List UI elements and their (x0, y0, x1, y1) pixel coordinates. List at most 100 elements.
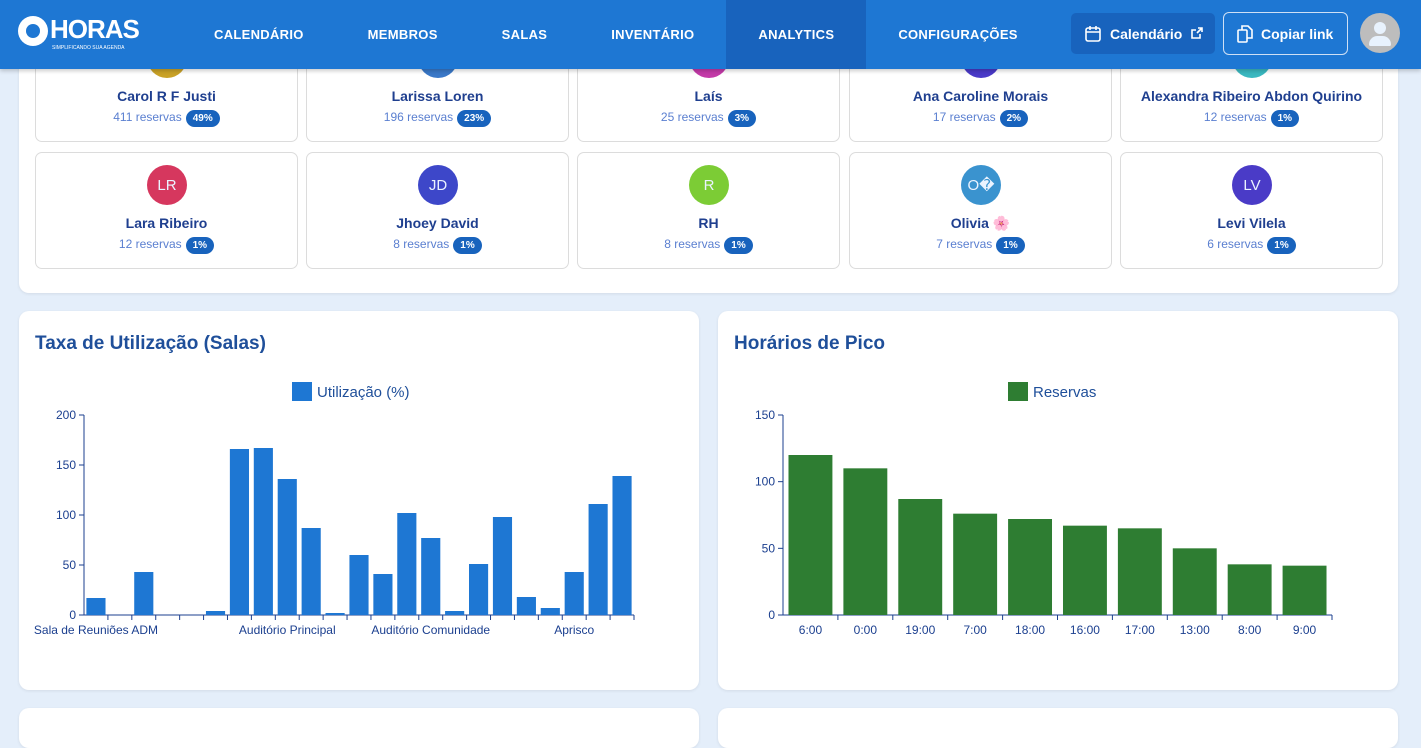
clock-icon (18, 16, 48, 46)
chart-title: Taxa de Utilização (Salas) (35, 333, 266, 354)
calendar-icon (1085, 25, 1101, 42)
bar (1282, 565, 1327, 615)
nav-calendário[interactable]: CALENDÁRIO (214, 27, 304, 42)
bar (1172, 548, 1217, 615)
member-reservations: 25 reservas 3% (578, 110, 839, 127)
percent-badge: 1% (1270, 110, 1300, 127)
room-utilization-chart: Utilização (%) 0 50 100 150 200 Sala de Reuniõ… (34, 382, 635, 637)
copy-icon (1237, 24, 1253, 43)
x-tick-label: Sala de Reuniões ADM (34, 623, 158, 637)
member-reservations: 411 reservas 49% (36, 110, 297, 127)
percent-badge: 1% (996, 237, 1025, 254)
member-reservations: 17 reservas 2% (850, 110, 1111, 127)
member-reservations: 12 reservas 1% (1121, 110, 1382, 127)
member-reservations: 6 reservas 1% (1121, 237, 1382, 254)
legend-label: Reservas (1033, 384, 1096, 401)
bar (1117, 528, 1162, 615)
nav-analytics[interactable]: ANALYTICS (726, 0, 867, 69)
nav-membros[interactable]: MEMBROS (367, 27, 438, 42)
member-reservations: 7 reservas 1% (850, 237, 1111, 254)
percent-badge: 2% (999, 110, 1029, 127)
bar (843, 468, 888, 615)
y-tick-label: 0 (768, 608, 775, 622)
x-tick-label: 9:00 (1293, 623, 1317, 637)
percent-badge: 49% (185, 110, 220, 127)
bar (492, 517, 513, 615)
bar (612, 476, 632, 615)
x-tick-label: 8:00 (1238, 623, 1262, 637)
percent-badge: 23% (457, 110, 492, 127)
x-tick-label: 16:00 (1070, 623, 1100, 637)
member-name: Olivia 🌸 (950, 215, 1011, 231)
member-card[interactable]: O� Olivia 🌸 7 reservas 1% (849, 152, 1112, 269)
bar (373, 574, 393, 615)
member-avatar: R (689, 165, 729, 205)
reservation-count: 12 reservas (1203, 110, 1267, 124)
y-tick-label: 200 (56, 408, 76, 422)
y-tick-label: 0 (69, 608, 76, 622)
reservation-count: 8 reservas (664, 237, 721, 251)
percent-badge: 3% (727, 110, 757, 127)
member-card[interactable]: JD Jhoey David 8 reservas 1% (306, 152, 569, 269)
bar (540, 608, 560, 615)
percent-badge: 1% (453, 237, 482, 254)
reservation-count: 6 reservas (1207, 237, 1264, 251)
main-nav: CALENDÁRIO MEMBROS SALAS INVENTÁRIO ANALYTIC… (182, 0, 1050, 69)
member-name: RH (698, 215, 719, 231)
member-card[interactable]: LR Lara Ribeiro 12 reservas 1% (35, 152, 298, 269)
x-tick-label: Aprisco (554, 623, 594, 637)
reservation-count: 196 reservas (383, 110, 454, 124)
percent-badge: 1% (185, 237, 215, 254)
external-link-icon (1191, 27, 1204, 39)
reservation-count: 12 reservas (118, 237, 182, 251)
bar (588, 504, 608, 615)
x-tick-label: 18:00 (1015, 623, 1045, 637)
reservation-count: 17 reservas (932, 110, 996, 124)
x-tick-label: 0:00 (854, 623, 878, 637)
copy-link-button[interactable]: Copiar link (1223, 12, 1348, 55)
bar (134, 572, 154, 615)
member-card[interactable]: R RH 8 reservas 1% (577, 152, 840, 269)
user-avatar[interactable] (1360, 13, 1400, 53)
bar (953, 513, 998, 615)
member-avatar: O� (961, 165, 1001, 205)
nav-salas[interactable]: SALAS (501, 27, 548, 42)
y-tick-label: 100 (755, 475, 775, 489)
nav-inventário[interactable]: INVENTÁRIO (611, 27, 695, 42)
x-tick-label: Auditório Comunidade (371, 623, 490, 637)
bar (229, 449, 249, 615)
member-avatar: LR (147, 165, 187, 205)
percent-badge: 1% (1267, 237, 1296, 254)
member-reservations: 196 reservas 23% (307, 110, 568, 127)
y-tick-label: 100 (56, 508, 76, 522)
legend-swatch (1008, 382, 1028, 401)
reservation-count: 411 reservas (113, 110, 182, 124)
calendar-button[interactable]: Calendário (1071, 13, 1215, 54)
peak-hours-panel: Horários de Pico Reservas 0 50 100 150 6:00 0:… (718, 311, 1398, 690)
bar (421, 538, 441, 615)
bar (86, 598, 106, 615)
bar (325, 613, 345, 615)
bar (564, 572, 584, 615)
bar (1008, 519, 1053, 615)
member-name: Laís (694, 88, 723, 104)
bar (397, 513, 417, 615)
member-reservations: 12 reservas 1% (36, 237, 297, 254)
top-navbar: HORAS SIMPLIFICANDO SUA AGENDA CALENDÁRI… (0, 0, 1421, 69)
member-name: Larissa Loren (391, 88, 484, 104)
bar (253, 448, 273, 615)
x-tick-label: 19:00 (905, 623, 935, 637)
room-utilization-panel: Taxa de Utilização (Salas) Utilização (%… (19, 311, 699, 690)
logo[interactable]: HORAS SIMPLIFICANDO SUA AGENDA (18, 14, 140, 54)
member-card[interactable]: LV Levi Vilela 6 reservas 1% (1120, 152, 1383, 269)
nav-configurações[interactable]: CONFIGURAÇÕES (898, 27, 1018, 42)
member-reservations: 8 reservas 1% (307, 237, 568, 254)
member-name: Carol R F Justi (117, 88, 216, 104)
bar (788, 455, 833, 615)
bar (898, 499, 943, 615)
bar (516, 597, 536, 615)
bar (1227, 564, 1272, 615)
member-name: Lara Ribeiro (125, 215, 208, 231)
bar (1062, 525, 1107, 615)
x-tick-label: 7:00 (963, 623, 987, 637)
